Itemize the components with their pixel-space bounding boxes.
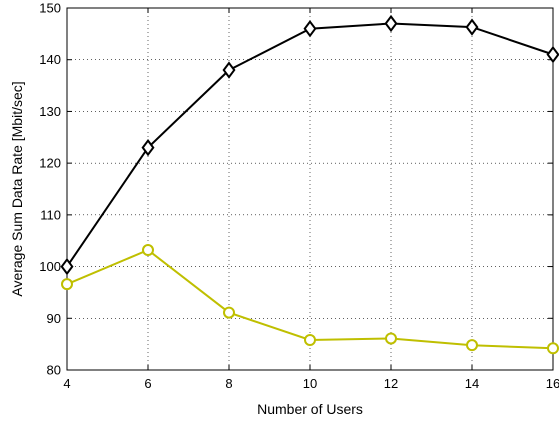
y-tick-label: 120 <box>39 156 61 171</box>
y-tick-label: 130 <box>39 104 61 119</box>
grid <box>67 8 553 370</box>
y-tick-label: 150 <box>39 1 61 16</box>
series-2 <box>61 244 559 355</box>
x-axis-label: Number of Users <box>257 401 363 417</box>
y-tick-label: 80 <box>47 363 61 378</box>
x-tick-label: 14 <box>465 376 479 391</box>
x-tick-label: 16 <box>546 376 559 391</box>
data-point-diamond <box>303 20 317 38</box>
axis-ticks: 4 6 8 10 12 14 16 80 90 100 110 120 130 140 150 <box>39 1 559 392</box>
data-point-diamond <box>546 45 559 64</box>
data-point-diamond <box>222 61 236 79</box>
data-point-diamond <box>60 257 74 276</box>
y-axis-label: Average Sum Data Rate [Mbit/sec] <box>9 81 25 296</box>
series-1 <box>60 14 559 276</box>
x-tick-label: 10 <box>303 376 317 391</box>
x-tick-label: 6 <box>144 376 151 391</box>
data-point-diamond <box>384 14 398 33</box>
data-point-circle <box>466 339 478 352</box>
y-tick-label: 90 <box>47 311 61 326</box>
x-tick-label: 8 <box>225 376 232 391</box>
data-point-circle <box>547 342 559 355</box>
x-tick-label: 12 <box>384 376 398 391</box>
y-tick-label: 100 <box>39 259 61 274</box>
data-point-diamond <box>465 18 479 36</box>
data-point-circle <box>304 334 316 347</box>
series-layer <box>60 14 559 355</box>
data-point-circle <box>61 278 73 291</box>
y-tick-label: 110 <box>40 207 61 222</box>
x-tick-label: 4 <box>63 376 70 391</box>
y-tick-label: 140 <box>39 52 61 67</box>
data-point-circle <box>385 332 397 345</box>
data-point-circle <box>223 306 235 319</box>
data-point-circle <box>142 244 154 257</box>
data-point-diamond <box>141 138 155 157</box>
